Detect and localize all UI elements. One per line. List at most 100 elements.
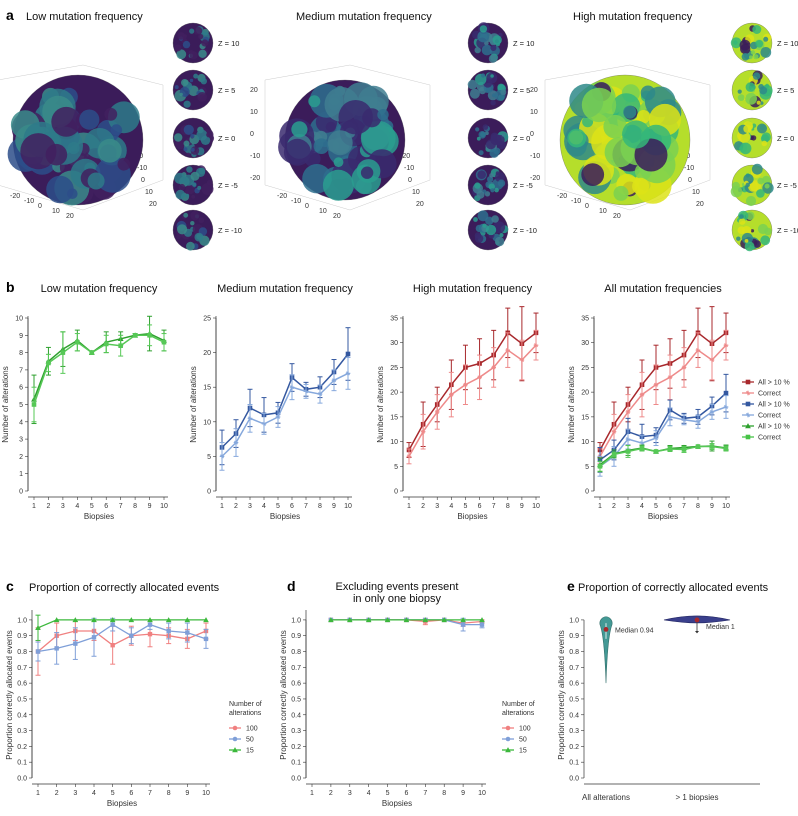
axis-tick: -20 [557,193,567,200]
axis-tick: -10 [250,153,260,160]
axis-tick: 10 [692,189,700,196]
slice-label: Z = 0 [777,134,794,143]
y-tick-label: 0 [19,489,23,496]
axis-tick: -20 [400,153,410,160]
x-tick-label: 7 [492,503,496,510]
data-point-stroke [407,454,411,459]
x-tick-label: 7 [423,790,427,797]
x-tick-label: 4 [640,503,644,510]
chart-title: Low mutation frequency [41,283,158,295]
legend-label: 50 [246,737,254,744]
tumour-slice-patch [189,78,194,83]
data-point-stroke [234,440,238,445]
tumour-sphere-patch [640,85,656,101]
tumour-slice-patch [492,35,502,45]
chart-title: in only one biopsy [353,593,442,605]
tumour-slice-patch [183,140,190,147]
data-point [35,649,41,654]
axis-tick: -20 [250,175,260,182]
data-point [129,633,134,638]
data-point [60,350,66,355]
legend-label: Correct [758,413,781,420]
panel-cde-charts: Proportion of correctly allocated events… [5,581,769,808]
y-tick-label: 10 [390,439,398,446]
data-point [625,409,631,415]
x-tick-label: 8 [318,503,322,510]
series-line [599,344,727,457]
chart-c: Proportion of correctly allocated events… [5,582,220,808]
tumour-slice-patch [737,89,742,94]
tumour-slice-patch [759,86,768,95]
y-tick-label: 0.2 [17,744,27,751]
x-tick-label: 5 [111,790,115,797]
data-point [460,622,466,627]
y-tick-label: 0.0 [569,776,579,783]
tumour-slice-patch [190,211,200,221]
data-point [275,414,281,420]
tumour-slice-patch [190,147,195,152]
chart-b2: Medium mutation frequency 0 5 10 15 20 25 1 2 3 4 5… [189,283,353,521]
tumour-slice-patch [743,124,752,133]
tumour-slice-patch [184,93,188,97]
axis-box [264,64,431,211]
tumour-slice-patch [752,72,761,80]
tumour-slice-patch [741,232,754,245]
tumour-slice-patch [175,189,186,200]
y-tick-label: 6 [19,385,23,392]
y-axis-label: Proportion correctly allocated events [557,630,566,759]
tumour-slice-patch [196,129,208,141]
data-point [31,402,37,407]
tumour-slice-patch [738,218,746,225]
legend-label: 15 [519,748,527,755]
tumour-slice-patch [192,182,197,187]
y-tick-label: 0.4 [569,712,579,719]
y-tick-label: 0.4 [291,712,301,719]
y-tick-label: 0.2 [569,744,579,751]
tumour-slice-patch [751,163,763,175]
data-point [505,747,511,753]
legend-title: Number of [229,701,262,708]
axis-tick: 0 [38,203,42,210]
panel-a-title-low: Low mutation frequency [26,11,143,23]
data-point-stroke [262,421,266,426]
median-label: Median 0.94 [615,627,654,634]
data-point [667,446,673,452]
tumour-slice-patch [176,234,181,240]
tumour-sphere-patch [333,157,344,168]
series-line [33,332,165,400]
x-tick-label: 2 [55,790,59,797]
tumour-sphere-patch [325,121,336,132]
y-tick-label: 15 [390,414,398,421]
y-tick-label: 0.1 [569,760,579,767]
tumour-slice-patch [178,183,186,191]
legend-label: 100 [246,726,258,733]
axis-tick: 20 [613,213,621,220]
grid-line [629,64,711,86]
tumour-slice-patch [174,172,186,184]
tumour-slice-patch [760,235,771,246]
data-point [625,436,631,442]
data-point [103,341,109,347]
tumour-slice-patch [476,190,485,199]
data-point [232,736,238,742]
tumour-slice-patch [194,232,204,242]
x-category-label: All alterations [582,793,630,802]
legend-label: All > 10 % [758,402,790,409]
tumour-slice-patch [177,224,188,235]
legend-label: 100 [519,726,531,733]
tumour-slice-patch [490,134,502,146]
tumour-sphere-patch [46,175,74,204]
panel-a-title-high: High mutation frequency [573,11,693,23]
grid-line [544,64,631,81]
data-point [653,449,659,454]
data-point [479,617,485,623]
data-point [365,617,372,623]
legend-label: 15 [246,748,254,755]
x-tick-label: 8 [442,790,446,797]
axis-tick: -10 [530,153,540,160]
data-point-stroke [626,409,630,414]
x-tick-label: 10 [344,503,352,510]
tumour-slice-patch [179,92,183,97]
